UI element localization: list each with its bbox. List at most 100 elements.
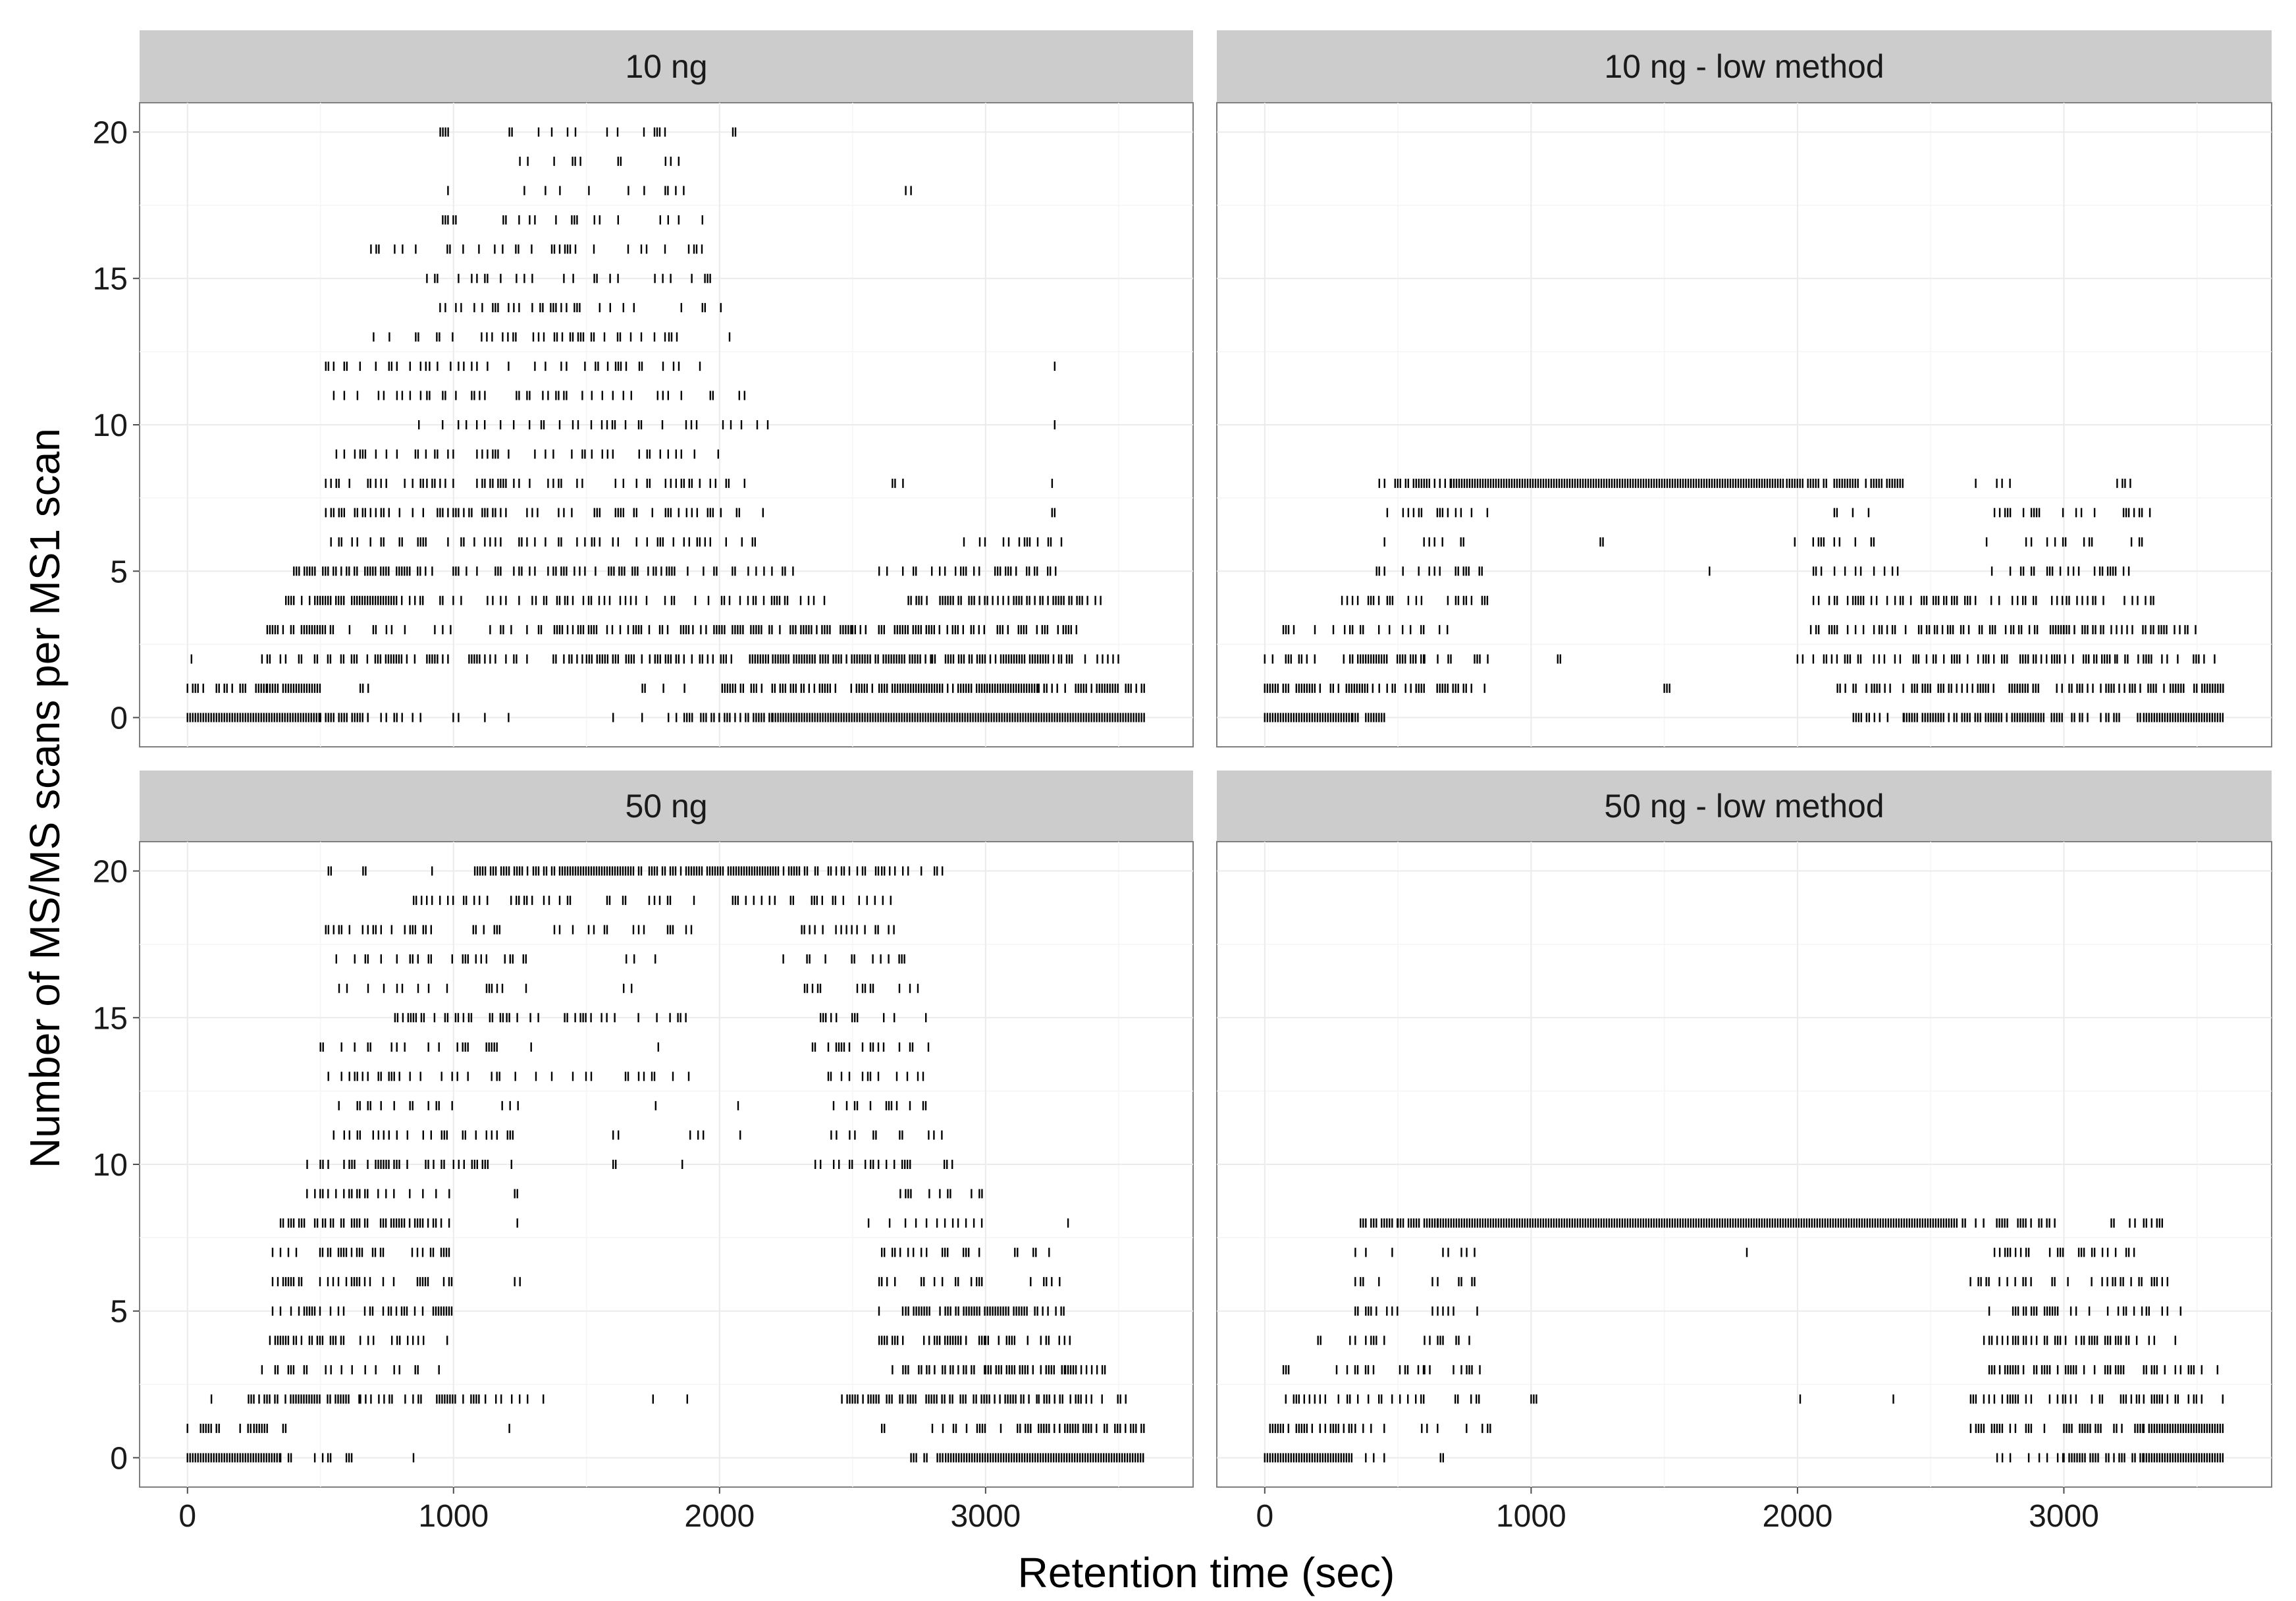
scan-marks xyxy=(803,866,880,876)
scan-marks xyxy=(1269,1423,1352,1433)
scan-marks xyxy=(271,1247,450,1257)
scan-marks xyxy=(1988,1365,2125,1374)
scan-marks xyxy=(1996,1453,2064,1463)
scan-row xyxy=(439,127,737,137)
scan-marks xyxy=(553,925,693,935)
scan-marks xyxy=(2071,713,2141,722)
scan-row xyxy=(306,1160,953,1169)
scan-marks xyxy=(360,684,369,693)
scan-marks xyxy=(2148,1336,2176,1345)
x-tick-label: 1000 xyxy=(418,1499,489,1534)
scan-marks xyxy=(1903,713,2063,722)
x-tick-label: 2000 xyxy=(684,1499,755,1534)
scan-marks xyxy=(266,684,321,693)
scan-marks xyxy=(1988,1306,2143,1316)
scan-marks xyxy=(540,420,769,429)
scan-row xyxy=(1264,713,2224,722)
scan-marks xyxy=(519,156,581,166)
scan-marks xyxy=(271,1306,453,1316)
scan-marks xyxy=(1386,508,1489,518)
scan-marks xyxy=(1349,654,1425,664)
x-axis-title: Retention time (sec) xyxy=(1018,1549,1395,1596)
scan-marks xyxy=(452,713,510,722)
scan-marks xyxy=(984,1336,1071,1345)
scan-marks xyxy=(1360,1218,1399,1228)
scan-marks xyxy=(537,127,666,137)
scan-marks xyxy=(1264,713,1352,722)
scan-marks xyxy=(881,1423,886,1433)
facet-panel: 50 ng 0 5 10 15 20 0 1000 2000 3000 xyxy=(93,771,1194,1534)
scan-marks xyxy=(439,127,449,137)
scan-marks xyxy=(434,449,586,459)
scan-marks xyxy=(1796,654,1928,664)
scan-marks xyxy=(1064,1365,1106,1374)
scan-marks xyxy=(248,1394,360,1404)
facet-strip xyxy=(1217,771,2272,842)
scan-row xyxy=(293,566,1057,576)
scan-marks xyxy=(514,1277,521,1287)
scan-marks xyxy=(1911,684,2063,693)
scan-marks xyxy=(532,866,801,876)
scan-row xyxy=(327,866,944,876)
scan-marks xyxy=(1442,1247,1476,1257)
scan-row xyxy=(261,1365,1106,1374)
scan-marks xyxy=(2143,1423,2224,1433)
scan-row xyxy=(1282,1365,2218,1374)
scan-marks xyxy=(612,1160,617,1169)
y-axis-title: Number of MS/MS scans per MS1 scan xyxy=(21,428,68,1168)
scan-marks xyxy=(293,566,427,576)
scan-row xyxy=(447,186,912,196)
scan-row xyxy=(306,1189,983,1199)
facet-strip-label: 10 ng - low method xyxy=(1604,48,1884,85)
scan-marks xyxy=(1397,1218,1439,1228)
scan-row xyxy=(413,896,892,906)
scan-marks xyxy=(442,215,578,225)
scan-row xyxy=(325,478,1054,488)
scan-marks xyxy=(535,1072,690,1081)
scan-marks xyxy=(535,595,666,605)
scan-marks xyxy=(2068,684,2165,693)
scan-marks xyxy=(452,1160,512,1169)
scan-marks xyxy=(591,537,756,547)
scan-marks xyxy=(1812,566,1899,576)
scan-marks xyxy=(1264,654,1345,664)
scan-marks xyxy=(905,186,912,196)
y-tick-label: 20 xyxy=(93,115,128,150)
x-tick-label: 3000 xyxy=(2029,1499,2099,1534)
scan-marks xyxy=(559,186,685,196)
scan-marks xyxy=(1431,1306,1478,1316)
y-tick-label: 5 xyxy=(110,1295,128,1330)
scan-marks xyxy=(593,215,703,225)
scan-row xyxy=(333,391,745,400)
scan-marks xyxy=(1354,1247,1393,1257)
scan-row xyxy=(335,449,719,459)
scan-marks xyxy=(772,713,1145,722)
scan-marks xyxy=(2143,1365,2218,1374)
x-tick-label: 3000 xyxy=(950,1499,1021,1534)
scan-row xyxy=(1360,1218,2163,1228)
scan-marks xyxy=(333,1130,514,1140)
scan-marks xyxy=(2170,684,2224,693)
facet-strip xyxy=(1217,30,2272,103)
scan-row xyxy=(1264,1453,2224,1463)
scan-marks xyxy=(1354,1423,1385,1433)
scan-marks xyxy=(1933,595,2064,605)
scan-row xyxy=(1285,1394,2224,1404)
scan-marks xyxy=(2063,1423,2144,1433)
scan-marks xyxy=(261,1365,308,1374)
scan-row xyxy=(330,537,1063,547)
scan-row xyxy=(418,420,1055,429)
scan-marks xyxy=(1786,478,1904,488)
scan-marks xyxy=(1282,1365,1290,1374)
scan-marks xyxy=(506,1013,687,1023)
scan-marks xyxy=(2110,1218,2136,1228)
scan-marks xyxy=(1017,1423,1145,1433)
scan-marks xyxy=(1264,1453,1352,1463)
x-tick-label: 0 xyxy=(178,1499,196,1534)
scan-marks xyxy=(2116,478,2131,488)
scan-marks xyxy=(652,1394,688,1404)
y-tick-label: 0 xyxy=(110,701,128,736)
scan-marks xyxy=(1378,478,1451,488)
scan-marks xyxy=(905,1306,1065,1316)
scan-row xyxy=(271,1277,1061,1287)
